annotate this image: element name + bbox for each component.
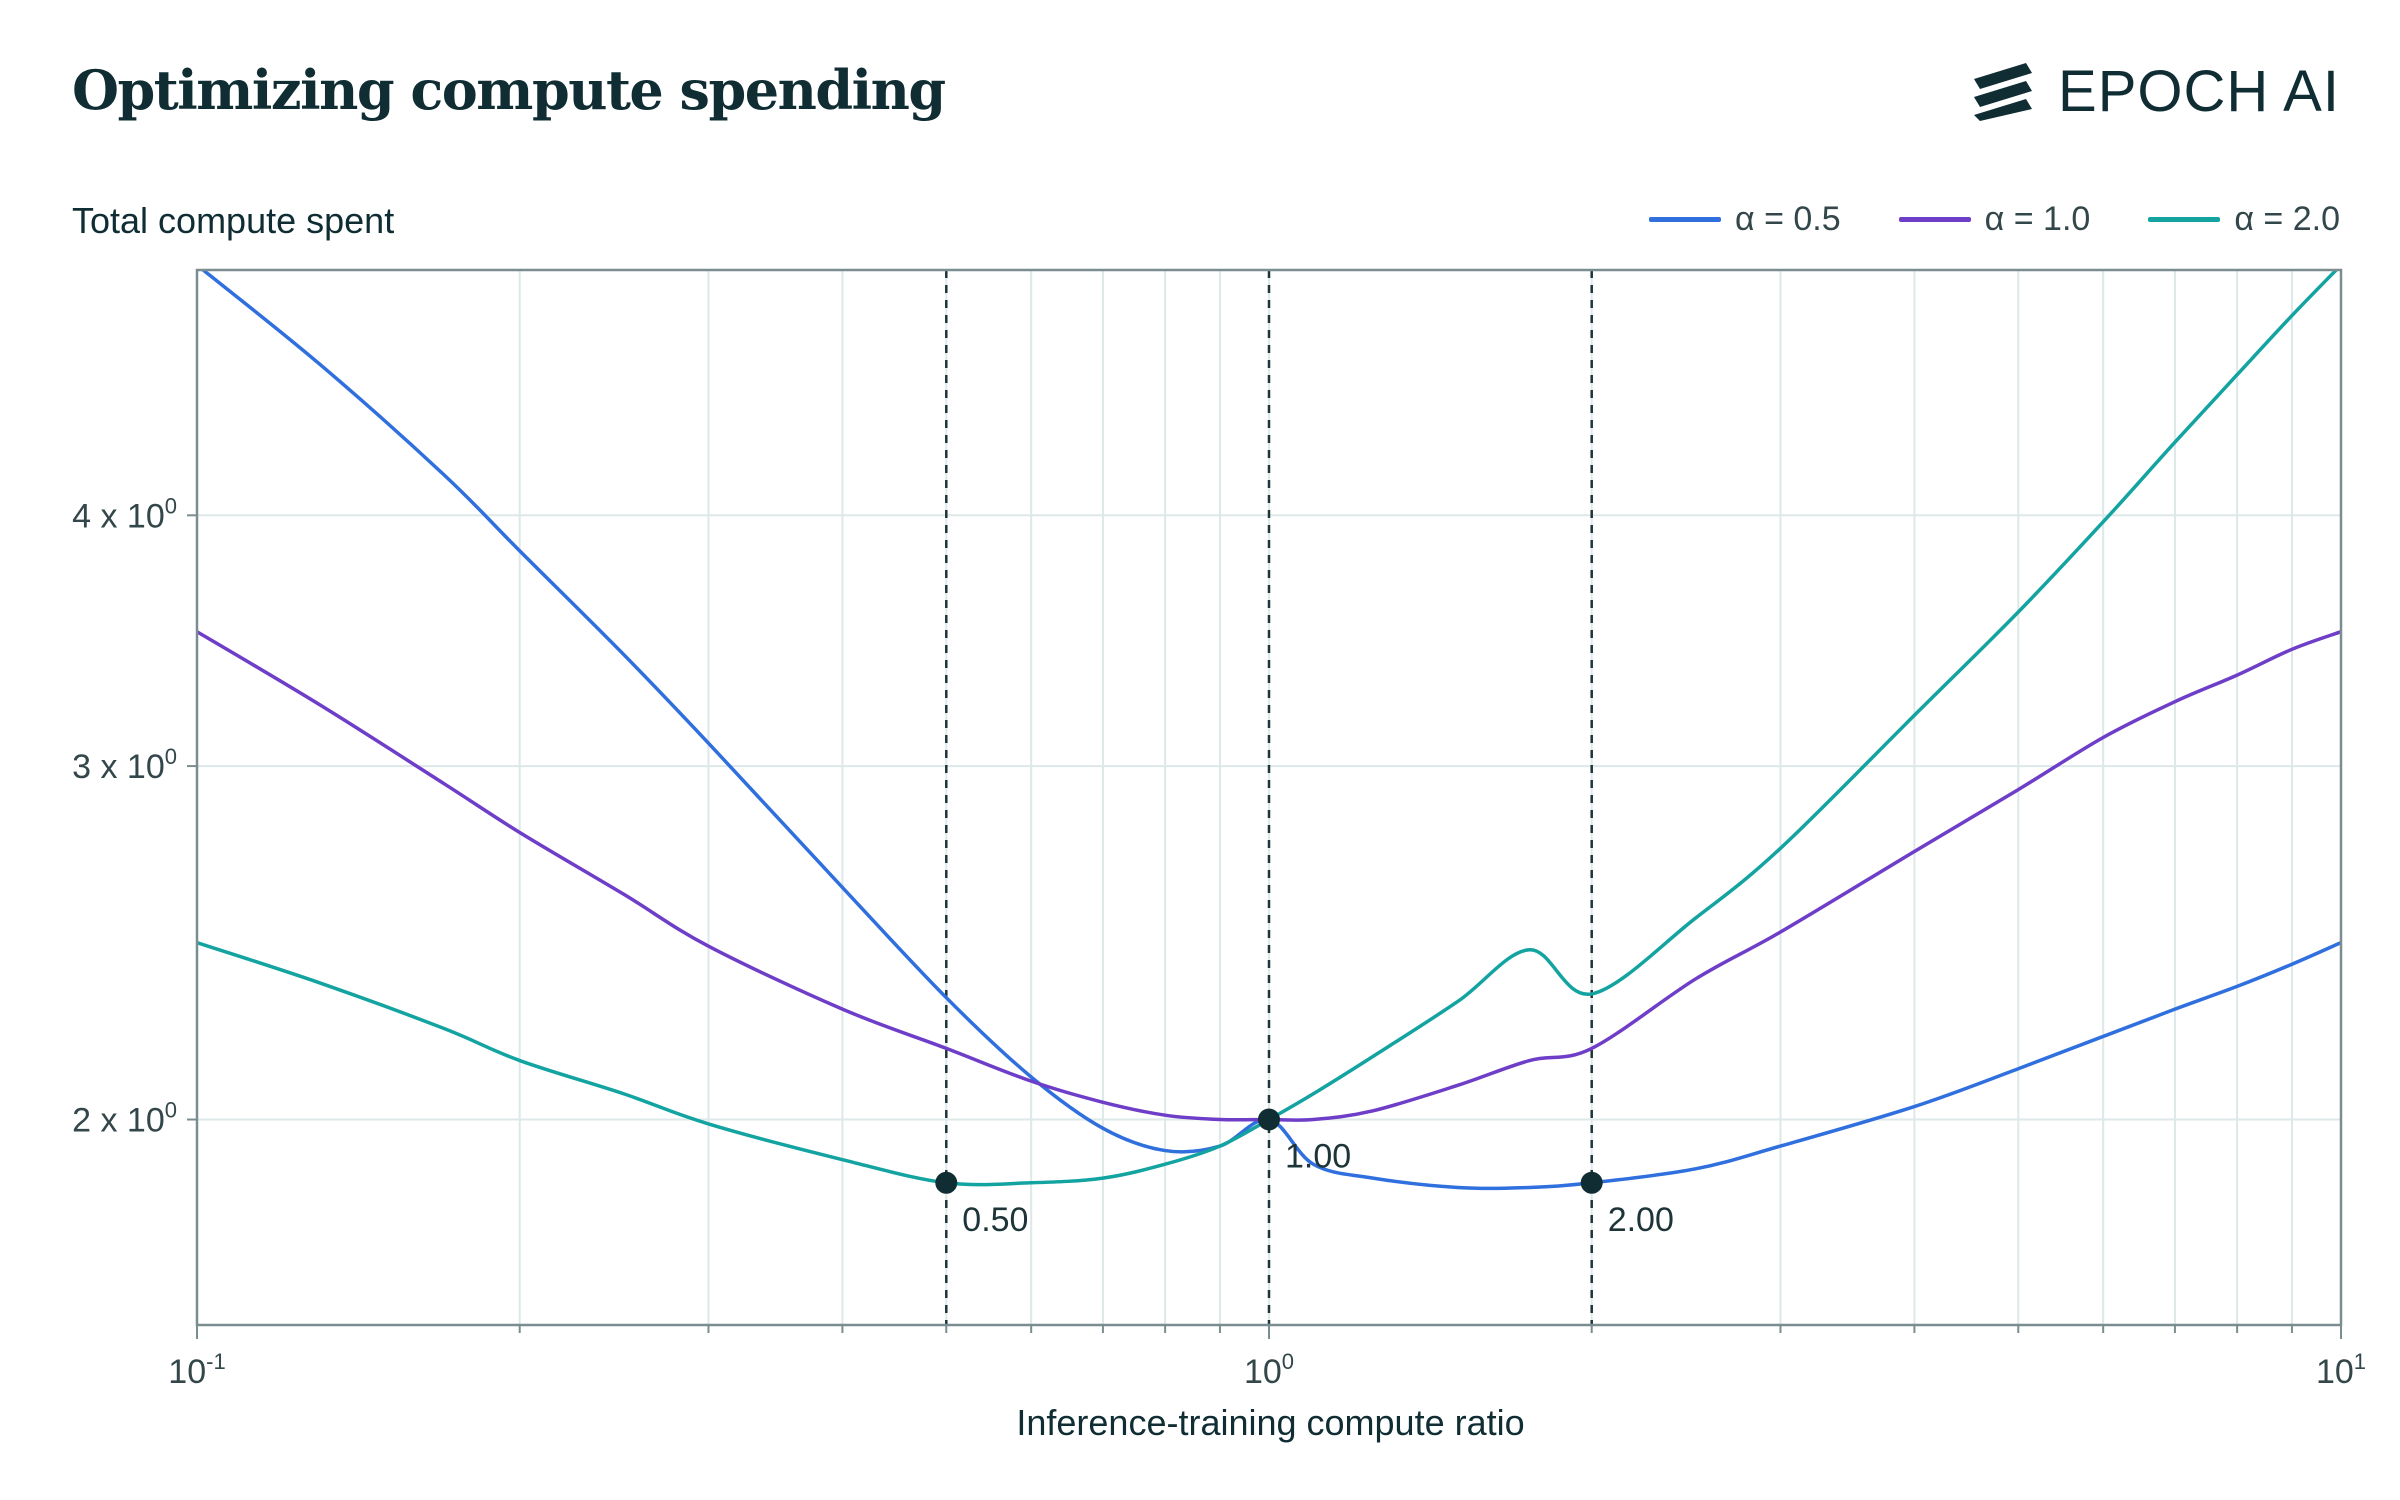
epoch-ai-logo: EPOCH AI [1970,58,2340,125]
chart-title: Optimizing compute spending [72,58,946,122]
legend-swatch [2148,217,2221,222]
optimum-point [935,1171,958,1194]
epoch-logo-icon [1974,62,2033,121]
x-tick-label: 100 [1244,1349,1294,1391]
legend-item-1: α = 0.5 [1648,200,1841,239]
optimum-label: 2.00 [1608,1201,1674,1239]
x-tick-label: 101 [2316,1349,2366,1391]
x-axis-title: Inference-training compute ratio [1016,1402,1525,1443]
y-tick-label: 4 x 100 [72,493,177,535]
optimum-label: 0.50 [962,1201,1028,1239]
y-axis-title: Total compute spent [72,200,395,241]
logo-text: EPOCH AI [2058,59,2340,124]
series-line-3 [197,270,2339,1187]
optimum-point [1580,1171,1603,1194]
legend: α = 0.5 α = 1.0 α = 2.0 [1648,200,2340,239]
legend-item-3: α = 2.0 [2148,200,2340,239]
x-tick-label: 10-1 [168,1349,225,1391]
axis-ticks: 10-1 100 101 2 x 100 3 x 100 4 x 100 [72,493,2366,1391]
optimum-point [1258,1108,1280,1131]
legend-label: α = 2.0 [2234,200,2340,238]
legend-swatch [1648,217,1721,222]
series-line-2 [197,630,2341,1122]
legend-swatch [1898,217,1971,222]
legend-label: α = 0.5 [1734,200,1841,238]
y-tick-label: 3 x 100 [72,744,177,786]
y-tick-label: 2 x 100 [72,1098,177,1140]
optimum-markers: 0.50 1.00 2.00 [935,1108,1674,1239]
legend-label: α = 1.0 [1984,200,2091,238]
optimum-label: 1.00 [1285,1138,1351,1176]
legend-item-2: α = 1.0 [1898,200,2091,239]
optimum-guide-lines [945,270,1593,1325]
